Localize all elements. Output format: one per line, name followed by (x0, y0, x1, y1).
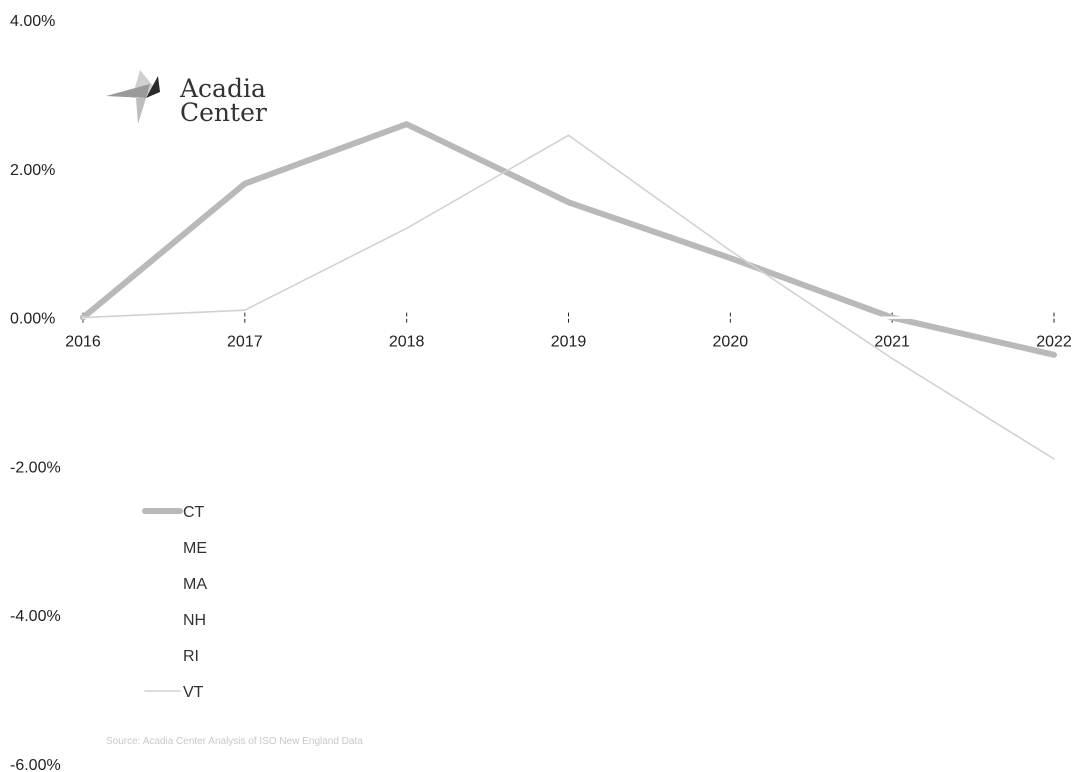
legend-label-vt: VT (183, 684, 204, 701)
x-tick-label: 2019 (551, 334, 587, 351)
x-tick-label: 2020 (713, 334, 749, 351)
y-tick-label: -6.00% (10, 757, 61, 772)
acadia-logo: Acadia Center (106, 70, 267, 127)
legend-label-nh: NH (183, 612, 206, 629)
legend: CT ME MA NH RI VT (142, 504, 207, 701)
legend-label-ct: CT (183, 504, 205, 521)
legend-label-ma: MA (183, 576, 207, 593)
x-tick-label: 2017 (227, 334, 263, 351)
x-tick-label: 2016 (65, 334, 101, 351)
y-tick-label: 2.00% (10, 162, 55, 179)
x-tick-label: 2018 (389, 334, 425, 351)
logo-text-line1: Acadia (179, 74, 266, 103)
logo-text-line2: Center (180, 98, 267, 127)
y-tick-label: -4.00% (10, 608, 61, 625)
legend-label-ri: RI (183, 648, 199, 665)
x-tick-label: 2021 (874, 334, 910, 351)
x-tick-label: 2022 (1036, 334, 1072, 351)
logo-mark-icon (106, 70, 160, 124)
y-tick-label: 0.00% (10, 311, 55, 328)
source-note: Source: Acadia Center Analysis of ISO Ne… (106, 736, 363, 747)
y-axis: 4.00% 2.00% 0.00% -2.00% -4.00% -6.00% (10, 13, 61, 772)
legend-label-me: ME (183, 540, 207, 557)
y-tick-label: 4.00% (10, 13, 55, 30)
series-line-vt (82, 134, 1055, 460)
series-lines (80, 121, 1057, 460)
y-tick-label: -2.00% (10, 459, 61, 476)
